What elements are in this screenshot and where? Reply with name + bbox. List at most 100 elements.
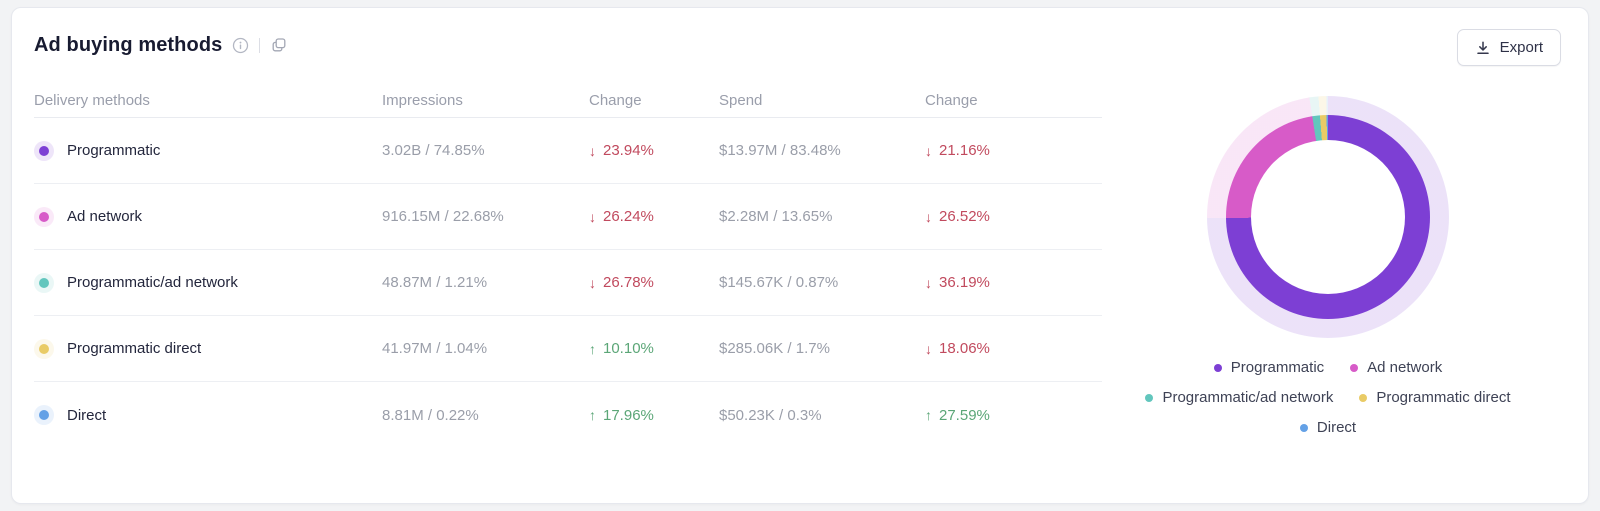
col-header-impressions-change: Change — [589, 92, 642, 109]
table-row: Programmatic direct 41.97M / 1.04% ↑ 10.10%… — [34, 316, 1102, 382]
chart-column: Programmatic Ad network Programmatic/ad ne… — [1102, 84, 1554, 448]
series-dot-halo — [34, 405, 54, 425]
change-percent: 27.59% — [939, 406, 990, 424]
export-label: Export — [1499, 39, 1543, 56]
info-icon[interactable] — [232, 37, 249, 54]
series-dot — [39, 410, 49, 420]
arrow-down-icon: ↓ — [925, 208, 932, 225]
spend-value: $145.67K / 0.87% — [719, 274, 839, 291]
method-label: Ad network — [67, 208, 143, 225]
change-value: ↑ 27.59% — [925, 407, 1102, 424]
header-divider — [259, 37, 261, 53]
method-cell: Direct — [34, 405, 382, 425]
table-row: Programmatic/ad network 48.87M / 1.21% ↓ 26… — [34, 250, 1102, 316]
method-cell: Programmatic/ad network — [34, 272, 382, 293]
donut-hole — [1251, 140, 1405, 294]
change-value: ↑ 17.96% — [589, 407, 719, 424]
series-dot — [39, 277, 49, 288]
table-body: Programmatic 3.02B / 74.85% ↓ 23.94% $13.97M… — [34, 118, 1102, 448]
change-percent: 17.96% — [603, 406, 654, 424]
change-percent: 18.06% — [939, 340, 990, 357]
series-dot-halo — [34, 140, 54, 161]
arrow-up-icon: ↑ — [589, 340, 596, 357]
impressions-value: 3.02B / 74.85% — [382, 142, 485, 159]
col-header-spend: Spend — [719, 92, 763, 109]
table-row: Programmatic 3.02B / 74.85% ↓ 23.94% $13.97M… — [34, 118, 1102, 184]
table-row: Direct 8.81M / 0.22% ↑ 17.96% $50.23K / 0.3%… — [34, 382, 1102, 448]
legend-label: Ad network — [1367, 359, 1443, 376]
change-percent: 10.10% — [603, 340, 654, 357]
series-dot — [39, 145, 49, 156]
chart-legend: Programmatic Ad network Programmatic/ad ne… — [1118, 359, 1538, 436]
change-value: ↓ 21.16% — [925, 142, 1102, 159]
legend-dot — [1145, 393, 1154, 402]
method-cell: Ad network — [34, 206, 382, 227]
legend-label: Programmatic — [1230, 359, 1325, 376]
change-percent: 21.16% — [939, 142, 990, 159]
legend-item[interactable]: Programmatic direct — [1359, 389, 1511, 406]
legend-item[interactable]: Direct — [1299, 419, 1357, 436]
series-dot-halo — [34, 338, 54, 359]
change-percent: 23.94% — [603, 142, 654, 159]
legend-item[interactable]: Programmatic — [1213, 359, 1325, 376]
export-button[interactable]: Export — [1456, 29, 1561, 66]
spend-value: $13.97M / 83.48% — [719, 142, 841, 159]
legend-label: Direct — [1316, 419, 1357, 436]
arrow-down-icon: ↓ — [589, 274, 596, 291]
legend-dot — [1213, 363, 1222, 372]
legend-item[interactable]: Programmatic/ad network — [1145, 389, 1333, 406]
change-value: ↓ 26.24% — [589, 208, 719, 225]
col-header-delivery-methods: Delivery methods — [34, 92, 150, 109]
change-value: ↑ 10.10% — [589, 340, 719, 357]
spend-value: $285.06K / 1.7% — [719, 340, 830, 357]
arrow-down-icon: ↓ — [589, 208, 596, 225]
arrow-down-icon: ↓ — [925, 142, 932, 159]
spend-value: $2.28M / 13.65% — [719, 208, 833, 225]
change-value: ↓ 23.94% — [589, 142, 719, 159]
legend-dot — [1299, 423, 1308, 432]
download-icon — [1476, 40, 1489, 54]
spend-value: $50.23K / 0.3% — [719, 406, 822, 424]
change-percent: 26.52% — [939, 208, 990, 225]
ad-buying-methods-card: Ad buying methods Export De — [11, 7, 1589, 504]
change-value: ↓ 18.06% — [925, 340, 1102, 357]
series-dot-halo — [34, 206, 54, 227]
method-cell: Programmatic direct — [34, 338, 382, 359]
table-row: Ad network 916.15M / 22.68% ↓ 26.24% $2.28M … — [34, 184, 1102, 250]
legend-dot — [1359, 393, 1368, 402]
method-label: Programmatic — [67, 142, 161, 159]
series-dot-halo — [34, 272, 54, 293]
method-label: Programmatic direct — [67, 340, 202, 357]
change-percent: 26.24% — [603, 208, 654, 225]
legend-dot — [1350, 363, 1359, 372]
change-percent: 26.78% — [603, 274, 654, 291]
legend-item[interactable]: Ad network — [1350, 359, 1442, 376]
col-header-impressions: Impressions — [382, 92, 463, 109]
change-percent: 36.19% — [939, 274, 990, 291]
delivery-methods-table: Delivery methods Impressions Change Spen… — [34, 84, 1102, 448]
method-label: Direct — [67, 406, 107, 424]
copy-icon[interactable] — [270, 36, 288, 54]
series-dot — [39, 211, 49, 222]
arrow-down-icon: ↓ — [925, 340, 932, 357]
change-value: ↓ 26.52% — [925, 208, 1102, 225]
method-cell: Programmatic — [34, 140, 382, 161]
table-header-row: Delivery methods Impressions Change Spen… — [34, 84, 1102, 118]
legend-label: Programmatic/ad network — [1162, 389, 1334, 406]
arrow-up-icon: ↑ — [589, 407, 596, 423]
card-header: Ad buying methods — [34, 28, 1564, 62]
change-value: ↓ 36.19% — [925, 274, 1102, 291]
arrow-down-icon: ↓ — [589, 142, 596, 159]
impressions-value: 916.15M / 22.68% — [382, 208, 504, 225]
impressions-value: 8.81M / 0.22% — [382, 406, 479, 424]
card-content: Delivery methods Impressions Change Spen… — [34, 84, 1564, 448]
method-label: Programmatic/ad network — [67, 274, 238, 291]
change-value: ↓ 26.78% — [589, 274, 719, 291]
arrow-down-icon: ↓ — [925, 274, 932, 291]
card-title: Ad buying methods — [34, 33, 223, 56]
impressions-value: 41.97M / 1.04% — [382, 340, 488, 357]
col-header-spend-change: Change — [925, 92, 978, 109]
series-dot — [39, 343, 49, 354]
impressions-value: 48.87M / 1.21% — [382, 274, 488, 291]
donut-chart — [1207, 96, 1449, 338]
